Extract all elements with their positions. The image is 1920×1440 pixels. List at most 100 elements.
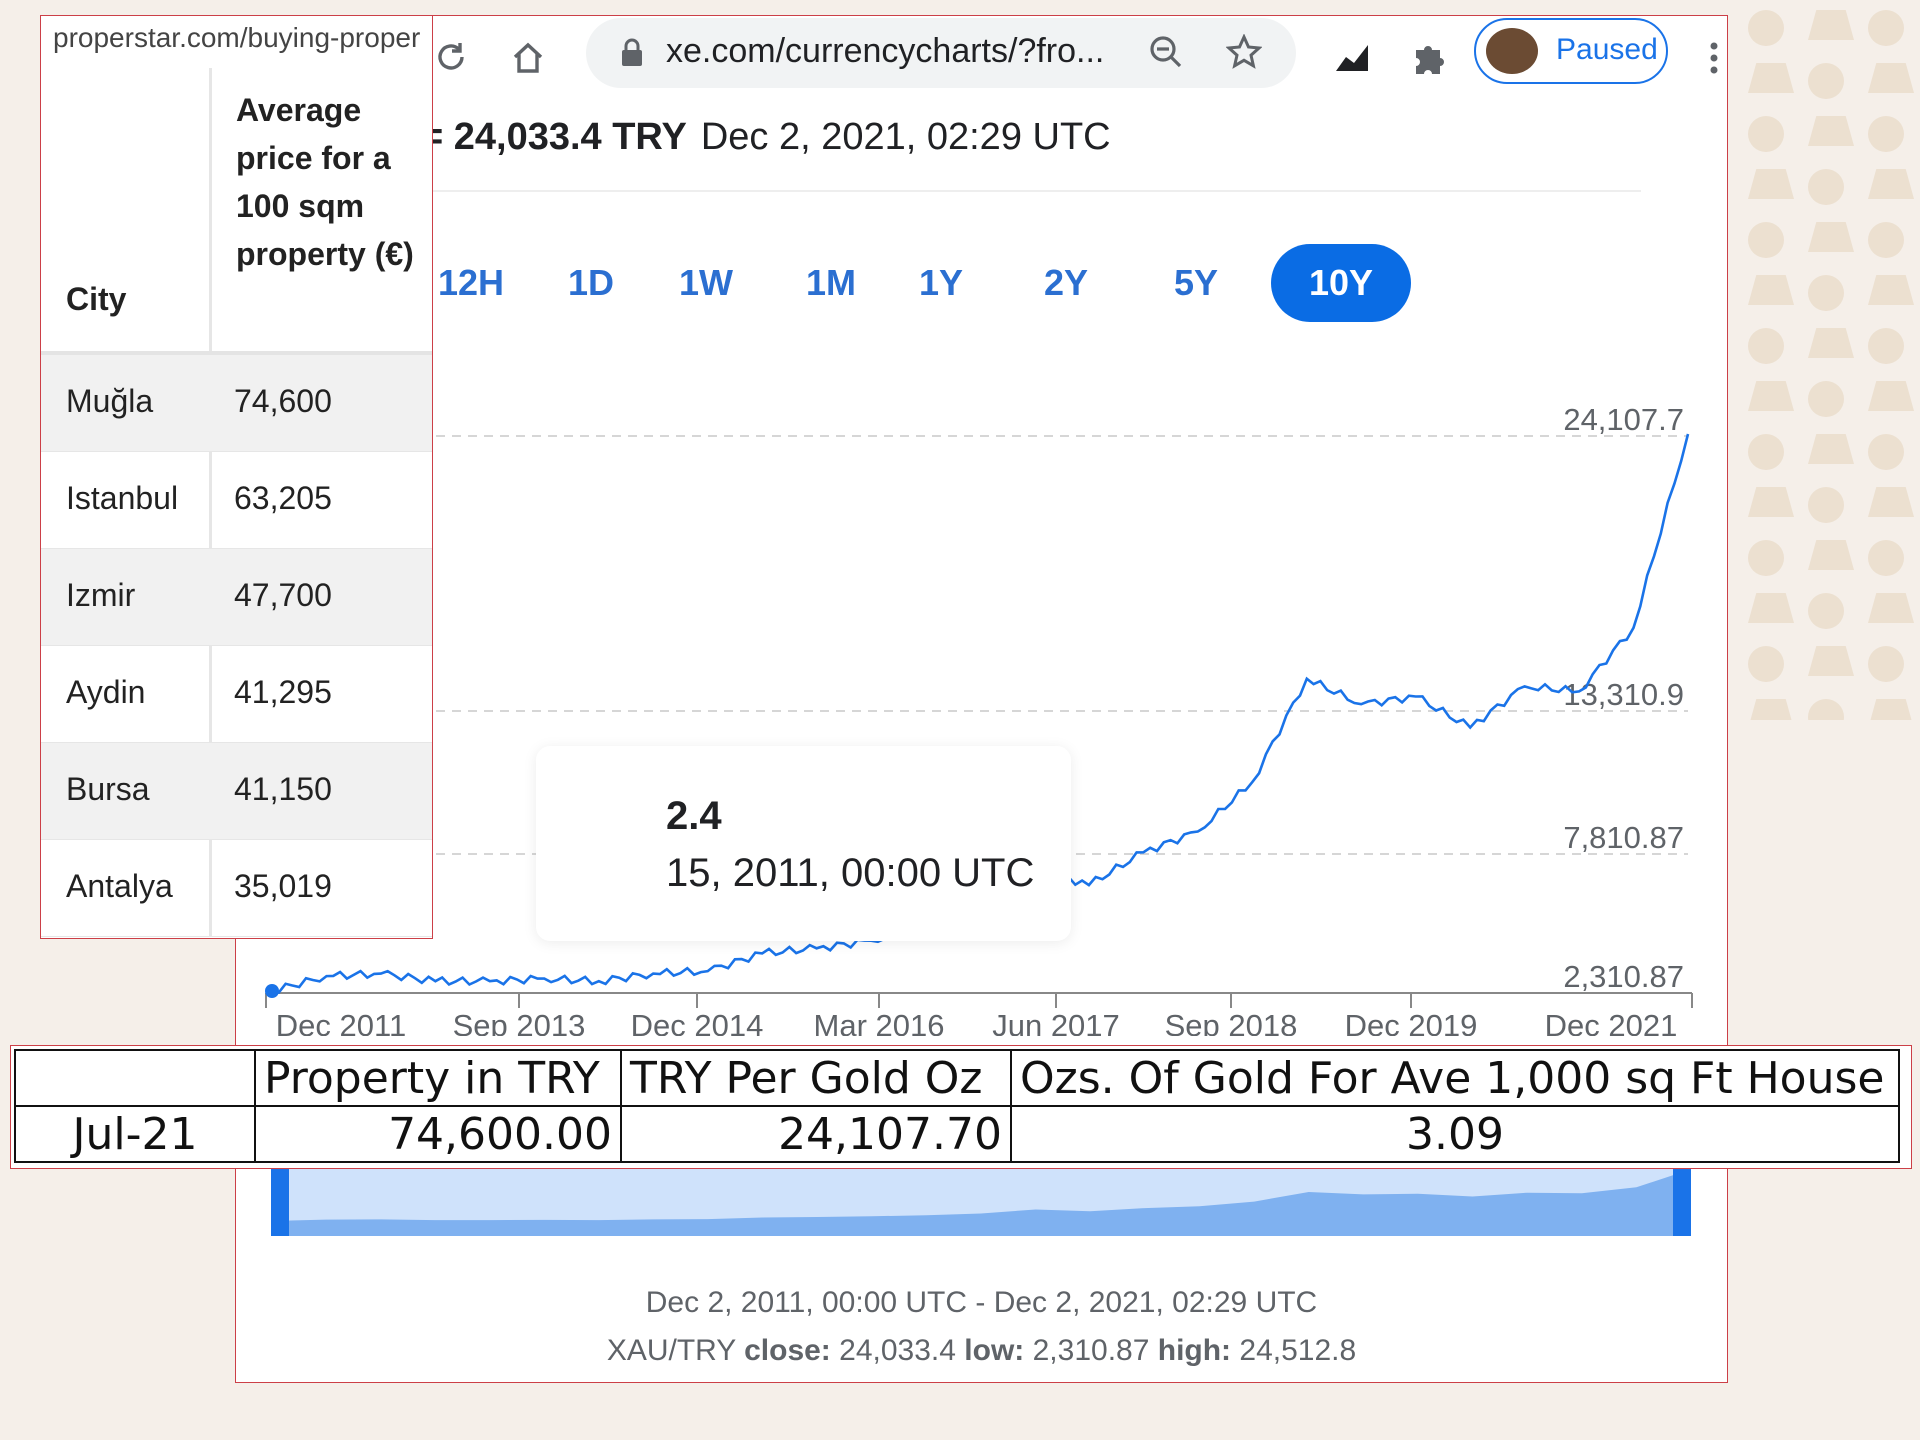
puzzle-icon[interactable] — [1408, 38, 1448, 78]
x-tick-label: Sep 2013 — [453, 1008, 586, 1036]
x-tick-label: Dec 2021 — [1545, 1008, 1678, 1036]
price-cell: 74,600 — [234, 383, 332, 419]
navigator-left-handle — [271, 1166, 289, 1236]
pattern-circle — [1868, 222, 1904, 258]
city-cell: Muğla — [66, 383, 154, 419]
current-rate: = 24,033.4 TRY Dec 2, 2021, 02:29 UTC — [421, 116, 1111, 159]
tooltip-date: 15, 2011, 00:00 UTC — [666, 851, 1035, 895]
header-cell-empty — [14, 1049, 256, 1107]
x-tick-label: Dec 2011 — [276, 1008, 406, 1036]
gold-comparison-table: Property in TRY TRY Per Gold Oz Ozs. Of … — [10, 1045, 1912, 1169]
y-tick-label: 24,107.7 — [1563, 402, 1684, 437]
price-cell: 47,700 — [234, 577, 332, 613]
period-10y[interactable]: 10Y — [1271, 244, 1411, 322]
properstar-url: properstar.com/buying-proper — [53, 22, 421, 53]
row-date: Jul-21 — [14, 1105, 256, 1163]
pattern-trapezoid — [1748, 487, 1794, 517]
pattern-circle — [1748, 646, 1784, 682]
tooltip-value: 2.4 — [666, 794, 722, 838]
pattern-circle — [1868, 10, 1904, 46]
pattern-circle — [1748, 10, 1784, 46]
row-ozs-gold: 3.09 — [1010, 1105, 1900, 1163]
summary-stats: XAU/TRY close: 24,033.4 low: 2,310.87 hi… — [236, 1334, 1727, 1368]
navigator-right-handle — [1673, 1166, 1691, 1236]
city-cell: Antalya — [66, 868, 173, 904]
profile-paused-button[interactable]: Paused — [1474, 18, 1668, 84]
pattern-circle — [1808, 381, 1844, 417]
period-1d[interactable]: 1D — [567, 262, 615, 303]
pattern-circle — [1808, 275, 1844, 311]
range-navigator[interactable] — [271, 1166, 1691, 1236]
pattern-circle — [1808, 63, 1844, 99]
table-row: Aydin 41,295 — [41, 646, 432, 743]
property-price-table: properstar.com/buying-proper City Averag… — [40, 15, 433, 939]
header-try-per-gold: TRY Per Gold Oz — [620, 1049, 1012, 1107]
pattern-trapezoid — [1748, 699, 1794, 720]
pattern-trapezoid — [1868, 487, 1914, 517]
pattern-circle — [1808, 699, 1844, 720]
period-1w[interactable]: 1W — [679, 262, 733, 303]
rate-value: = 24,033.4 TRY — [421, 116, 687, 158]
pattern-trapezoid — [1748, 593, 1794, 623]
pattern-trapezoid — [1748, 63, 1794, 93]
pattern-circle — [1748, 328, 1784, 364]
pattern-trapezoid — [1868, 593, 1914, 623]
close-label: close: — [744, 1334, 831, 1367]
address-bar[interactable]: xe.com/currencycharts/?fro... — [586, 18, 1296, 88]
date-range-text: Dec 2, 2011, 00:00 UTC - Dec 2, 2021, 02… — [645, 1286, 1318, 1319]
avatar — [1486, 28, 1538, 74]
pattern-circle — [1748, 540, 1784, 576]
pattern-trapezoid — [1808, 10, 1854, 40]
pair-label: XAU/TRY — [606, 1334, 736, 1367]
pattern-circle — [1748, 116, 1784, 152]
pattern-trapezoid — [1868, 63, 1914, 93]
pattern-circle — [1808, 593, 1844, 629]
navigator-area — [271, 1169, 1691, 1236]
column-divider — [209, 68, 212, 936]
period-1y[interactable]: 1Y — [918, 262, 964, 303]
header-ozs-gold: Ozs. Of Gold For Ave 1,000 sq Ft House — [1010, 1049, 1900, 1107]
period-2y[interactable]: 2Y — [1043, 262, 1089, 303]
close-value: 24,033.4 — [839, 1334, 956, 1367]
high-value: 24,512.8 — [1239, 1334, 1357, 1367]
low-value: 2,310.87 — [1032, 1334, 1150, 1367]
address-url: xe.com/currencycharts/?fro... — [666, 32, 1105, 70]
x-tick-label: Sep 2018 — [1165, 1008, 1298, 1036]
city-cell: Izmir — [66, 577, 136, 613]
chart-extension-icon[interactable] — [1332, 38, 1372, 78]
pattern-trapezoid — [1808, 646, 1854, 676]
browser-window: xe.com/currencycharts/?fro... Paused = 2… — [235, 15, 1728, 1383]
pattern-circle — [1868, 328, 1904, 364]
pattern-trapezoid — [1808, 222, 1854, 252]
divider — [421, 190, 1641, 192]
x-tick-label: Dec 2014 — [631, 1008, 764, 1036]
price-cell: 63,205 — [234, 480, 332, 516]
pattern-circle — [1868, 540, 1904, 576]
table-row: Izmir 47,700 — [41, 549, 432, 646]
pattern-trapezoid — [1808, 434, 1854, 464]
menu-icon[interactable] — [1694, 38, 1727, 78]
period-1m[interactable]: 1M — [805, 262, 856, 303]
pattern-circle — [1748, 434, 1784, 470]
rate-timestamp: Dec 2, 2021, 02:29 UTC — [700, 116, 1111, 158]
pattern-circle — [1868, 646, 1904, 682]
zoom-out-icon[interactable] — [1146, 32, 1186, 72]
pattern-trapezoid — [1868, 699, 1914, 720]
table-row: Muğla 74,600 — [41, 355, 432, 452]
reload-icon[interactable] — [431, 38, 471, 78]
pattern-trapezoid — [1868, 275, 1914, 305]
period-12h[interactable]: 12H — [437, 262, 505, 303]
row-property-try: 74,600.00 — [254, 1105, 622, 1163]
row-try-per-gold: 24,107.70 — [620, 1105, 1012, 1163]
home-icon[interactable] — [508, 38, 548, 78]
pattern-trapezoid — [1868, 169, 1914, 199]
star-icon[interactable] — [1224, 32, 1264, 72]
x-tick-label: Jun 2017 — [992, 1008, 1120, 1036]
period-5y[interactable]: 5Y — [1173, 262, 1219, 303]
y-tick-label: 7,810.87 — [1563, 820, 1684, 855]
pattern-trapezoid — [1808, 328, 1854, 358]
price-column-header: Average price for a 100 sqm property (€) — [236, 92, 414, 272]
price-cell: 41,150 — [234, 771, 332, 807]
y-tick-label: 13,310.9 — [1563, 677, 1684, 712]
pattern-trapezoid — [1748, 381, 1794, 411]
